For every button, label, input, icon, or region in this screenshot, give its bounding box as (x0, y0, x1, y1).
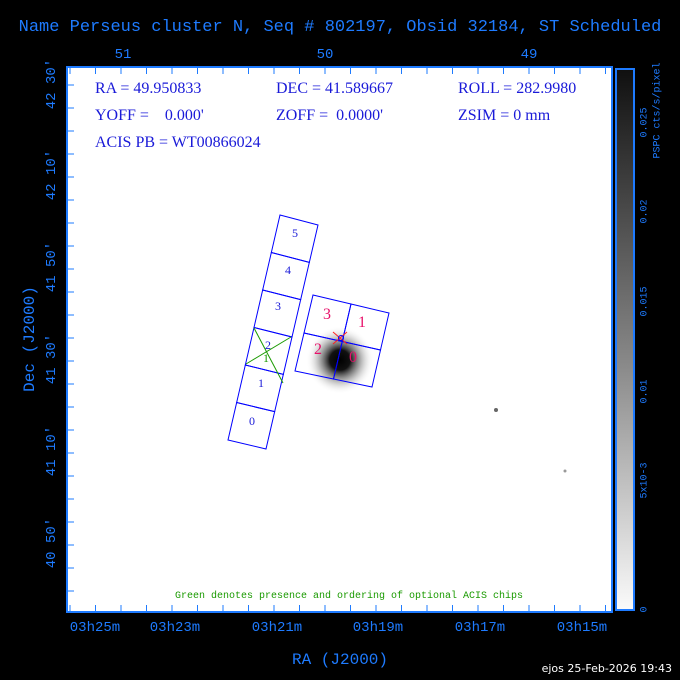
dec-value: DEC = 41.589667 (276, 80, 394, 97)
zoff-value: ZOFF = 0.0000' (276, 107, 384, 124)
colorbar-label: PSPC cts/s/pixel (652, 62, 664, 159)
optional-chip-marker (245, 327, 292, 384)
colorbar-tick-label: 0 (639, 606, 651, 613)
x-tick-label: 03h23m (149, 620, 201, 636)
acis-s-chip-label: 4 (285, 263, 291, 277)
acis-s-chip-label: 2 (265, 338, 271, 352)
acis-s-chip-label: 5 (292, 226, 298, 240)
colorbar-tick-label: 0.025 (639, 107, 651, 138)
top-tick-label: 51 (114, 47, 132, 63)
top-tick-label: 49 (520, 47, 538, 63)
colorbar-tick-label: 5x10-3 (639, 462, 651, 499)
acis-i-chip-label: 2 (314, 341, 322, 358)
zsim-value: ZSIM = 0 mm (458, 107, 551, 124)
y-tick-label: 40 50' (44, 517, 60, 569)
colorbar-tick-label: 0.02 (639, 199, 651, 224)
acis-i-chip (332, 340, 382, 388)
acis-i-chip-label: 0 (349, 349, 357, 366)
pb-value: ACIS PB = WT00866024 (95, 134, 261, 151)
acis-i-chip-label: 1 (358, 314, 366, 331)
x-tick-label: 03h25m (69, 620, 121, 636)
y-tick-label: 42 30' (44, 58, 60, 110)
acis-s-chip-label: 3 (275, 299, 281, 313)
colorbar (615, 68, 635, 611)
optional-chip-label: 1 (263, 351, 269, 365)
colorbar-tick-label: 0.015 (639, 286, 651, 317)
x-tick-label: 03h17m (454, 620, 506, 636)
y-tick-label: 41 30' (44, 333, 60, 385)
ra-value: RA = 49.950833 (95, 80, 202, 97)
x-tick-label: 03h19m (352, 620, 404, 636)
top-tick-label: 50 (316, 47, 334, 63)
acis-s-chip (253, 289, 302, 338)
y-axis-label: Dec (J2000) (21, 286, 39, 392)
timestamp: ejos 25-Feb-2026 19:43 (541, 662, 672, 675)
acis-s-chip-label: 1 (258, 376, 264, 390)
y-tick-label: 41 10' (44, 425, 60, 477)
acis-s-chip (227, 401, 276, 450)
optional-chips-note: Green denotes presence and ordering of o… (175, 591, 524, 602)
x-axis-label: RA (J2000) (291, 651, 388, 669)
acis-i-chip-label: 3 (323, 306, 331, 323)
yoff-value: YOFF = 0.000' (95, 107, 204, 124)
roll-value: ROLL = 282.9980 (458, 80, 577, 97)
acis-s-chip-label: 0 (249, 414, 255, 428)
point-source (494, 408, 498, 412)
colorbar-tick-label: 0.01 (639, 379, 651, 404)
y-tick-label: 42 10' (44, 149, 60, 201)
aimpoint-marker (332, 331, 348, 345)
point-source (563, 469, 567, 473)
chart-title: Name Perseus cluster N, Seq # 802197, Ob… (18, 18, 662, 37)
x-tick-label: 03h15m (556, 620, 608, 636)
y-tick-label: 41 50' (44, 241, 60, 293)
x-tick-label: 03h21m (251, 620, 303, 636)
